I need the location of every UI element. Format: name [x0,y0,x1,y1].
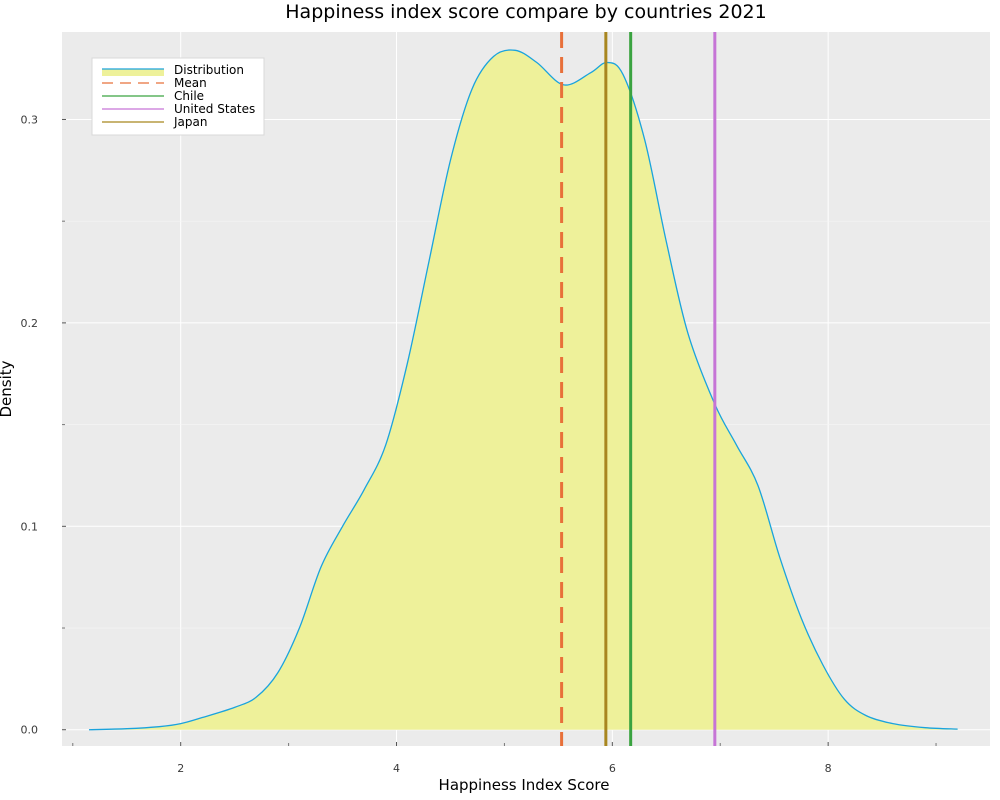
y-axis-label: Density [0,360,15,417]
x-tick-label: 8 [825,762,832,775]
legend-label-distribution: Distribution [174,63,244,77]
legend-label-chile: Chile [174,89,204,103]
x-axis-ticks: 2 4 6 8 [72,742,937,775]
distribution-line [88,49,958,731]
reference-lines [560,32,717,746]
legend-label-mean: Mean [174,76,207,90]
x-tick-label: 4 [393,762,400,775]
y-tick-label: 0.0 [21,724,39,737]
chart-title: Happiness index score compare by countri… [285,1,766,23]
distribution-fill [88,49,958,730]
x-tick-label: 2 [177,762,184,775]
distribution-area [88,49,958,731]
legend-label-japan: Japan [173,115,207,129]
y-tick-label: 0.3 [21,113,39,126]
y-tick-label: 0.1 [21,520,39,533]
legend-label-united-states: United States [174,102,255,116]
y-tick-label: 0.2 [21,317,39,330]
x-axis-label: Happiness Index Score [439,776,610,794]
y-axis-ticks: 0.0 0.1 0.2 0.3 [21,113,66,737]
legend-swatch-distribution [102,69,164,76]
x-tick-label: 6 [609,762,616,775]
